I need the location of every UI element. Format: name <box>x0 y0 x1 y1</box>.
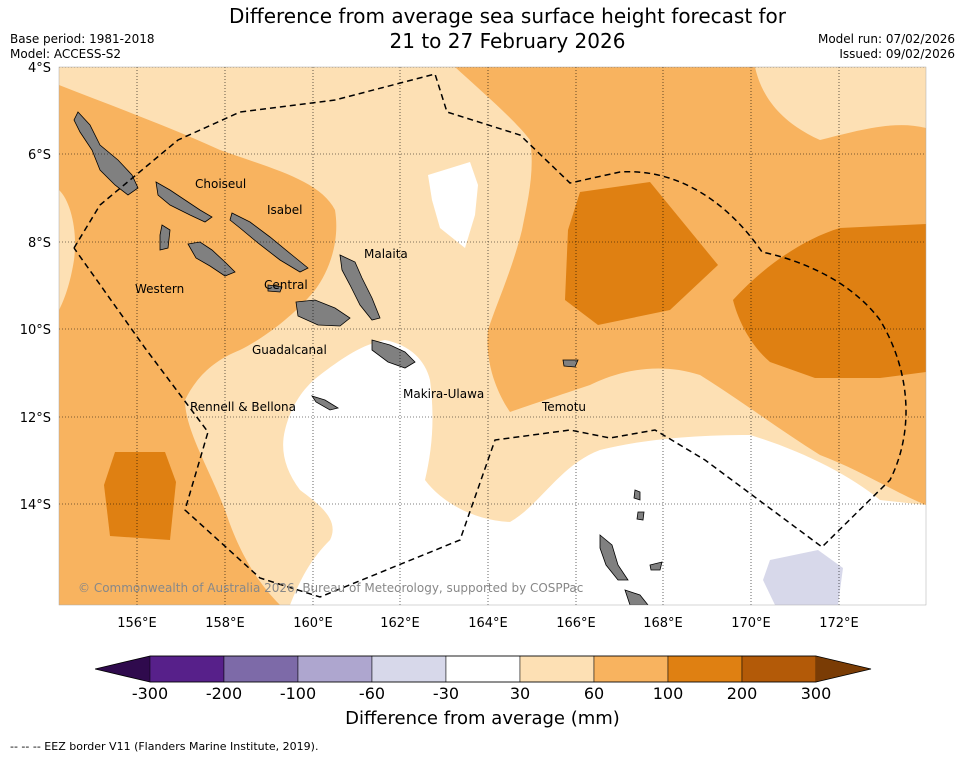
colorbar-tick-label: -60 <box>358 684 386 703</box>
colorbar-segment <box>223 655 299 683</box>
longitude-labels: 156°E 158°E 160°E 162°E 164°E 166°E 168°… <box>117 616 859 631</box>
colorbar-segment <box>445 655 521 683</box>
issued-date: Issued: 09/02/2026 <box>839 47 955 61</box>
colorbar-under-arrow <box>95 656 150 682</box>
island-vella <box>159 224 171 251</box>
lat-label: 4°S <box>28 61 51 76</box>
copyright-notice: © Commonwealth of Australia 2026, Bureau… <box>78 581 583 595</box>
island-newgeorgia <box>187 241 236 277</box>
colorbar-segment <box>741 655 817 683</box>
label-isabel: Isabel <box>267 203 302 217</box>
eez-legend-note: -- -- -- EEZ border V11 (Flanders Marine… <box>10 740 319 753</box>
contour-100-200-fareast <box>733 224 926 378</box>
lat-label: 6°S <box>28 148 51 163</box>
lon-label: 166°E <box>556 616 596 631</box>
lon-label: 170°E <box>731 616 771 631</box>
contour-100-200-sw <box>104 452 176 540</box>
base-period: Base period: 1981-2018 <box>10 32 155 46</box>
label-rennell-bellona: Rennell & Bellona <box>190 400 296 414</box>
colorbar-tick-label: 30 <box>509 684 531 703</box>
colorbar-tick-label: 60 <box>583 684 605 703</box>
contour-30-60-westedge <box>59 190 76 310</box>
model-name: Model: ACCESS-S2 <box>10 47 122 61</box>
contour-white-south <box>283 340 926 605</box>
map-area: Choiseul Isabel Malaita Western Central … <box>59 67 926 605</box>
lat-label: 10°S <box>20 323 51 338</box>
island-vanuatu-small <box>649 561 663 571</box>
island-isabel <box>229 212 309 273</box>
island-vanuatu-south <box>624 589 649 605</box>
island-choiseul <box>155 181 213 223</box>
title-line-1: Difference from average sea surface heig… <box>228 4 787 28</box>
island-small-1 <box>633 489 641 501</box>
island-central <box>267 284 283 293</box>
islands <box>73 111 663 605</box>
model-run: Model run: 07/02/2026 <box>817 32 955 46</box>
colorbar-segment <box>297 655 373 683</box>
colorbar-tick-label: 200 <box>726 684 758 703</box>
label-central: Central <box>264 278 308 292</box>
label-guadalcanal: Guadalcanal <box>252 343 327 357</box>
contour-white-north <box>428 162 478 248</box>
colorbar-outline <box>95 655 872 683</box>
eez-border <box>73 73 907 598</box>
lon-label: 172°E <box>819 616 859 631</box>
colorbar-tick-label: -30 <box>432 684 460 703</box>
contour-100-200-east <box>565 182 718 325</box>
island-vanuatu-north <box>599 534 629 581</box>
label-choiseul: Choiseul <box>195 177 246 191</box>
island-malaita <box>339 254 381 321</box>
island-temotu <box>562 359 579 368</box>
gridlines <box>59 67 926 605</box>
map-figure: Choiseul Isabel Malaita Western Central … <box>20 61 927 631</box>
title-line-2: 21 to 27 February 2026 <box>389 29 626 53</box>
island-makira <box>371 339 416 369</box>
contour-negative-patch <box>763 550 843 605</box>
label-western: Western <box>135 282 184 296</box>
island-small-2 <box>636 511 645 521</box>
meta-left: Base period: 1981-2018 Model: ACCESS-S2 <box>10 32 155 62</box>
island-western <box>73 111 139 196</box>
colorbar-tick-label: -300 <box>131 684 169 703</box>
lat-label: 12°S <box>20 411 51 426</box>
colorbar-segment <box>667 655 743 683</box>
colorbar-segment <box>593 655 669 683</box>
colorbar-label: Difference from average (mm) <box>345 708 620 729</box>
label-malaita: Malaita <box>364 247 408 261</box>
lon-label: 162°E <box>380 616 420 631</box>
colorbar-over-arrow <box>816 656 871 682</box>
colorbar-tick-label: -100 <box>279 684 317 703</box>
lon-label: 158°E <box>205 616 245 631</box>
colorbar-segment <box>519 655 595 683</box>
island-rennell <box>311 395 340 411</box>
colorbar-segment <box>149 655 225 683</box>
colorbar-tick-label: -200 <box>205 684 243 703</box>
map-frame <box>58 66 927 606</box>
lon-label: 160°E <box>293 616 333 631</box>
label-temotu: Temotu <box>541 400 586 414</box>
label-makira-ulawa: Makira-Ulawa <box>403 387 484 401</box>
colorbar-segment <box>371 655 447 683</box>
lon-label: 164°E <box>468 616 508 631</box>
lon-label: 168°E <box>643 616 683 631</box>
colorbar-tick-label: 100 <box>652 684 684 703</box>
latitude-labels: 4°S 6°S 8°S 10°S 12°S 14°S <box>20 61 51 513</box>
colorbar-segments <box>149 655 817 683</box>
colorbar-tick-label: 300 <box>800 684 832 703</box>
island-guadalcanal <box>295 299 351 327</box>
map-title: Difference from average sea surface heig… <box>160 4 855 54</box>
meta-right: Model run: 07/02/2026 Issued: 09/02/2026 <box>818 32 955 62</box>
lat-label: 14°S <box>20 498 51 513</box>
colorbar <box>95 655 872 683</box>
lat-label: 8°S <box>28 236 51 251</box>
lon-label: 156°E <box>117 616 157 631</box>
